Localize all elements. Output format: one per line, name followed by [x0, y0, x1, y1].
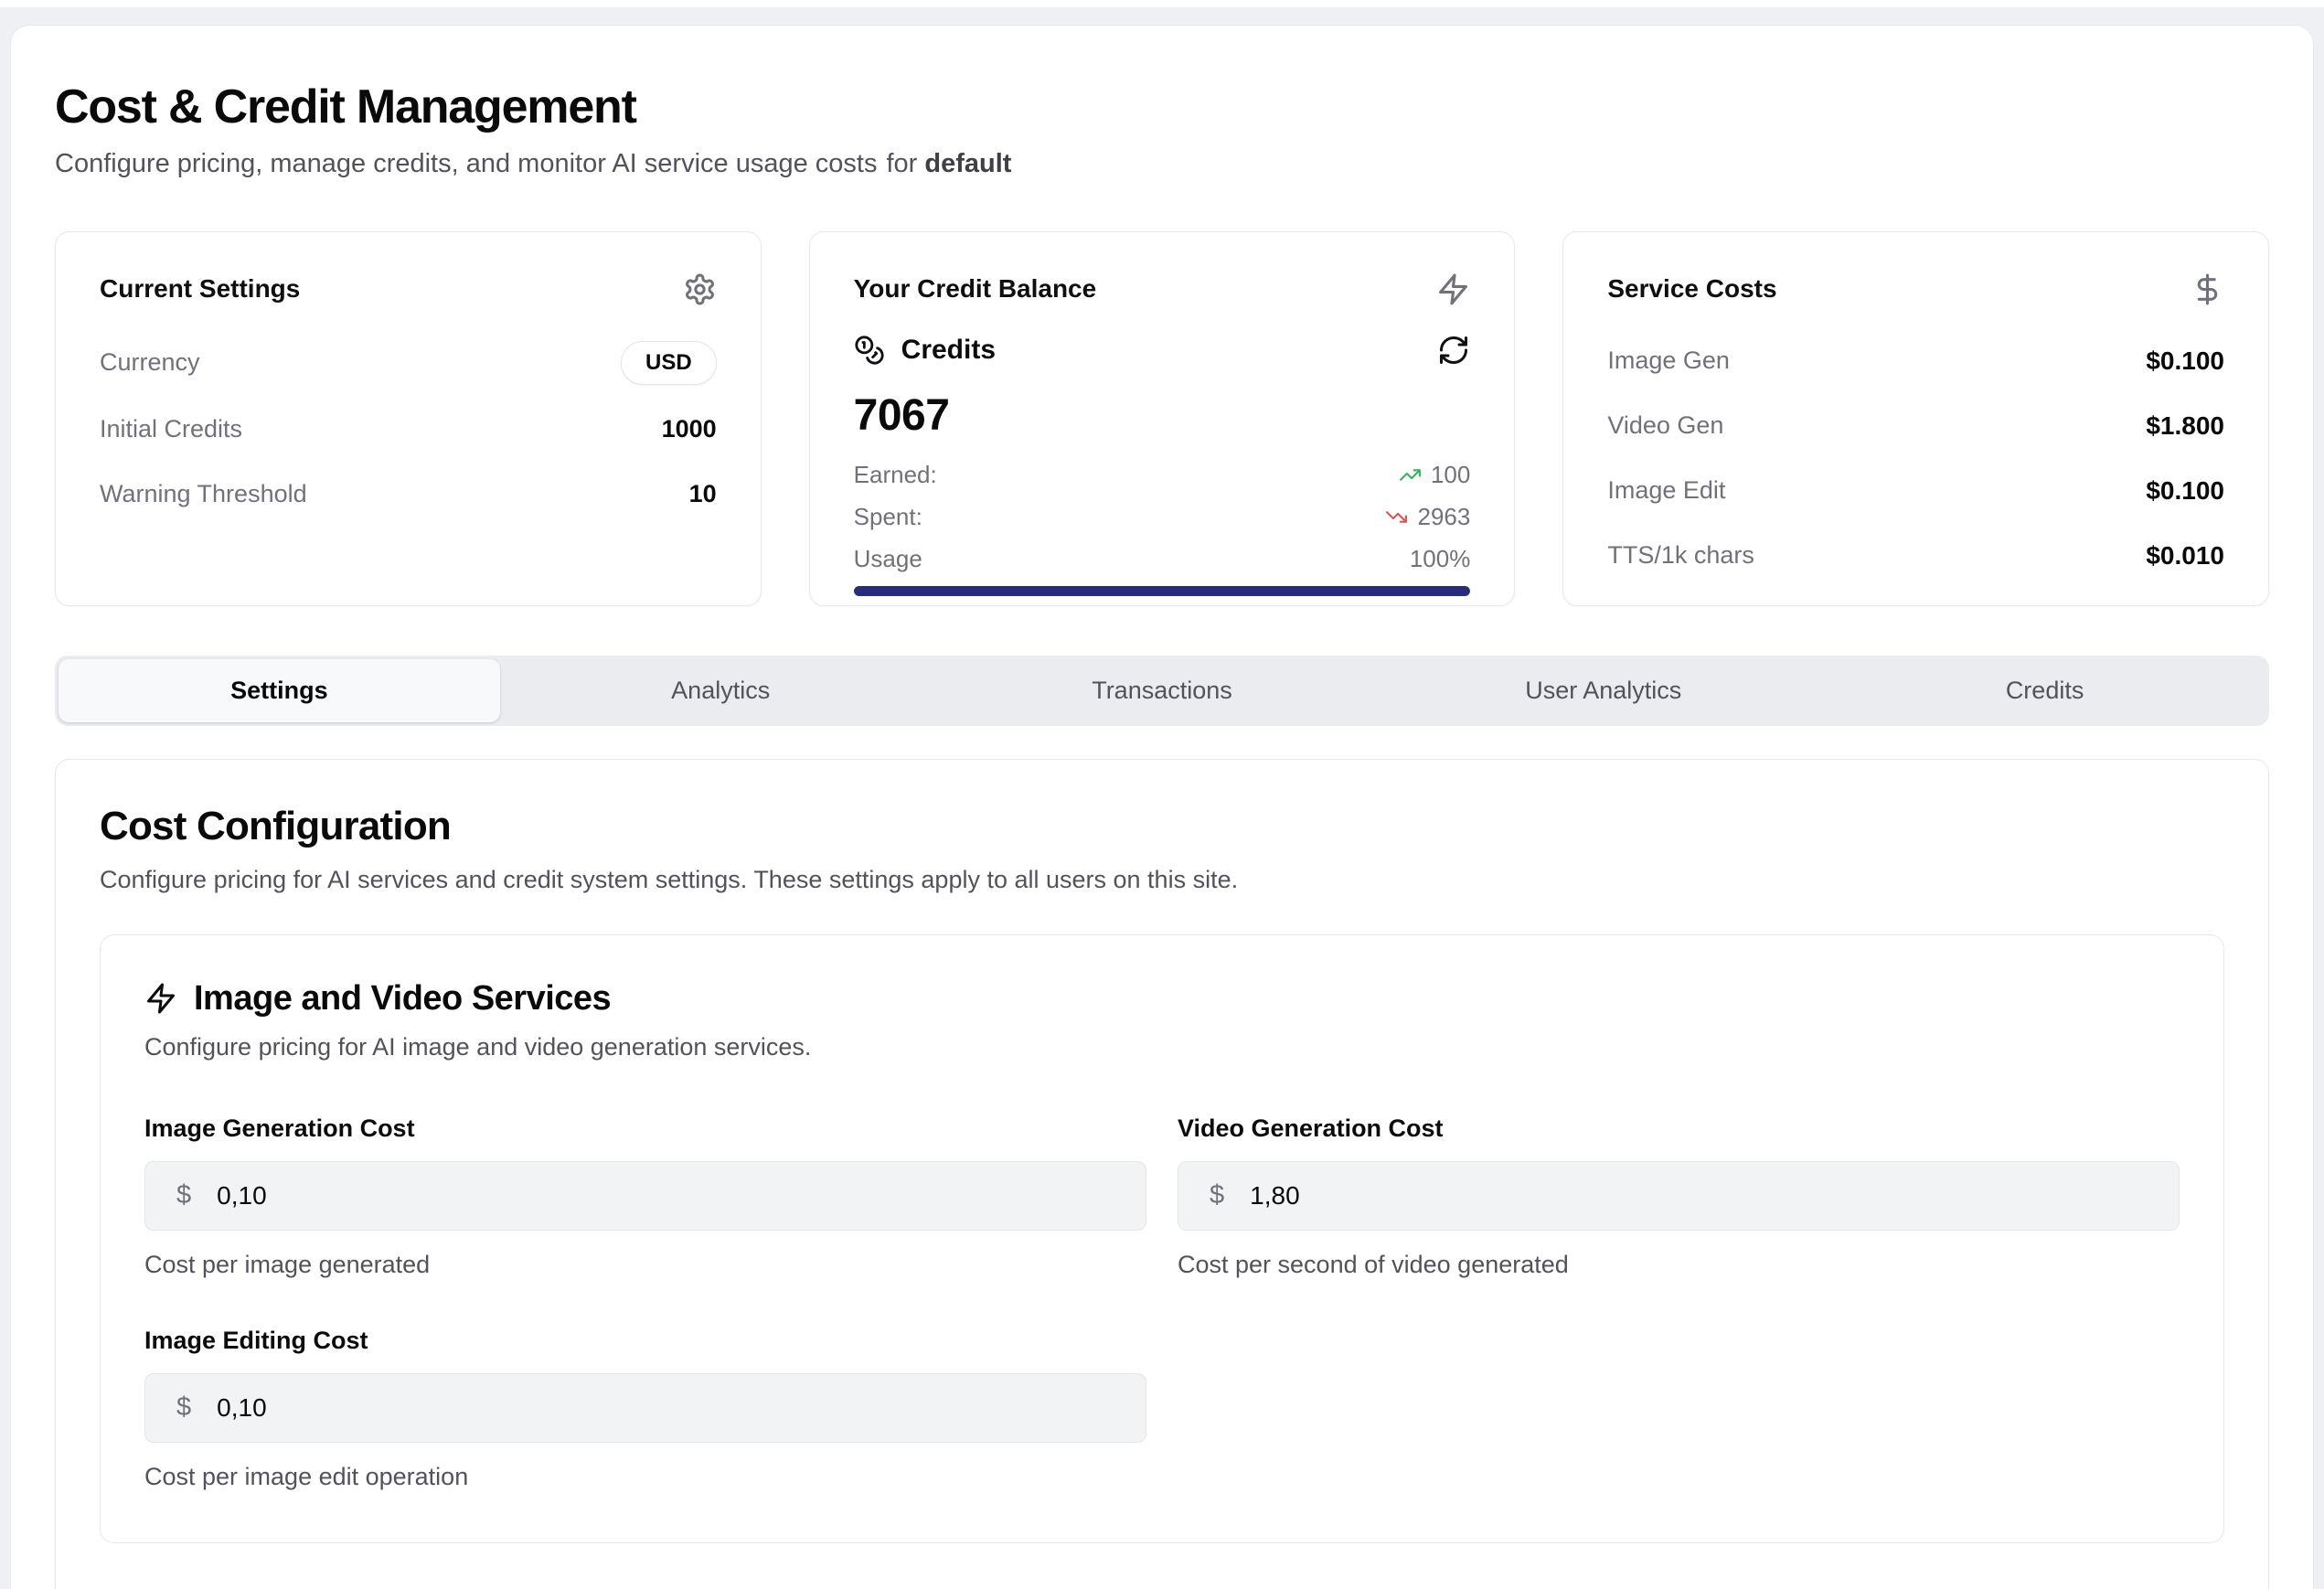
trending-up-icon: [1399, 464, 1422, 486]
image-gen-value: $0.100: [2146, 346, 2224, 375]
dollar-sign-icon: [2191, 272, 2224, 306]
spent-label: Spent:: [853, 502, 922, 530]
currency-label: Currency: [100, 348, 200, 377]
tts-value: $0.010: [2146, 540, 2224, 570]
earned-value: 100: [1430, 460, 1471, 488]
image-generation-cost-input-wrap: $: [144, 1160, 1146, 1231]
dollar-prefix-icon: $: [176, 1392, 192, 1423]
credits-unit-label: Credits: [901, 334, 997, 365]
image-edit-cost-row: Image Edit $0.100: [1607, 471, 2224, 511]
warning-threshold-value: 10: [688, 480, 717, 508]
usage-row: Usage 100%: [854, 545, 1471, 573]
image-edit-value: $0.100: [2146, 475, 2224, 505]
initial-credits-row: Initial Credits 1000: [100, 410, 717, 450]
usage-value: 100%: [1409, 544, 1471, 572]
spent-row: Spent: 2963: [854, 503, 1471, 531]
usage-progress-fill: [853, 585, 1471, 596]
video-generation-cost-label: Video Generation Cost: [1178, 1114, 1444, 1142]
image-editing-cost-input-wrap: $: [144, 1372, 1146, 1443]
tts-cost-row: TTS/1k chars $0.010: [1607, 536, 2224, 576]
tab-analytics[interactable]: Analytics: [671, 676, 771, 704]
current-settings-title: Current Settings: [100, 274, 301, 304]
service-costs-title: Service Costs: [1607, 274, 1777, 304]
zap-icon: [1436, 272, 1470, 306]
cost-configuration-description: Configure pricing for AI services and cr…: [100, 865, 1239, 893]
video-generation-cost-input-wrap: $: [1178, 1160, 2180, 1231]
video-generation-cost-helper: Cost per second of video generated: [1178, 1250, 1569, 1278]
initial-credits-value: 1000: [661, 415, 717, 443]
cost-configuration-card: Cost Configuration Configure pricing for…: [55, 758, 2269, 1589]
tab-credits[interactable]: Credits: [2005, 676, 2084, 704]
image-generation-cost-input[interactable]: [217, 1180, 1120, 1210]
image-video-services-card: Image and Video Services Configure prici…: [100, 933, 2224, 1543]
subtitle-for-word: for: [886, 148, 918, 178]
gear-icon: [683, 272, 717, 306]
site-name: default: [924, 148, 1012, 178]
usage-progress-track: [853, 585, 1471, 596]
tab-transactions[interactable]: Transactions: [1092, 676, 1232, 704]
image-editing-cost-helper: Cost per image edit operation: [144, 1462, 469, 1490]
video-generation-cost-field: Video Generation Cost $ Cost per second …: [1178, 1114, 2180, 1279]
coins-icon: [854, 335, 885, 366]
image-editing-cost-label: Image Editing Cost: [144, 1326, 368, 1354]
page-subtitle-text: Configure pricing, manage credits, and m…: [55, 148, 878, 178]
currency-badge: USD: [620, 340, 717, 385]
earned-row: Earned: 100: [854, 461, 1471, 489]
page-background: Cost & Credit Management Configure prici…: [0, 7, 2324, 1589]
page-subtitle: Configure pricing, manage credits, and m…: [55, 148, 2269, 180]
credit-balance-title: Your Credit Balance: [853, 274, 1097, 304]
image-video-services-description: Configure pricing for AI image and video…: [144, 1032, 812, 1061]
image-video-services-title: Image and Video Services: [194, 978, 612, 1018]
initial-credits-label: Initial Credits: [100, 415, 243, 443]
warning-threshold-row: Warning Threshold 10: [100, 475, 717, 515]
currency-row: Currency USD: [100, 340, 717, 385]
tab-settings[interactable]: Settings: [59, 658, 500, 722]
service-costs-card: Service Costs Image Gen $0.100 Video Gen…: [1562, 230, 2269, 606]
credit-balance-value: 7067: [853, 390, 950, 440]
image-gen-cost-row: Image Gen $0.100: [1607, 341, 2224, 381]
image-editing-cost-field: Image Editing Cost $ Cost per image edit…: [144, 1327, 1146, 1491]
tab-user-analytics[interactable]: User Analytics: [1525, 676, 1682, 704]
stats-row: Current Settings Currency USD Initial Cr…: [55, 230, 2269, 606]
tabs-bar: Settings Analytics Transactions User Ana…: [55, 655, 2269, 726]
image-edit-label: Image Edit: [1607, 476, 1726, 505]
earned-label: Earned:: [853, 460, 937, 488]
lightning-bolt-icon: [144, 982, 177, 1015]
credit-balance-card: Your Credit Balance Credits: [808, 230, 1516, 606]
warning-threshold-label: Warning Threshold: [100, 480, 307, 508]
dollar-prefix-icon: $: [1210, 1180, 1225, 1210]
tts-label: TTS/1k chars: [1607, 541, 1754, 570]
image-gen-label: Image Gen: [1607, 347, 1730, 375]
cost-configuration-title: Cost Configuration: [100, 803, 452, 848]
video-gen-cost-row: Video Gen $1.800: [1607, 406, 2224, 446]
refresh-icon[interactable]: [1437, 334, 1470, 367]
page-title: Cost & Credit Management: [55, 80, 637, 133]
image-generation-cost-field: Image Generation Cost $ Cost per image g…: [144, 1114, 1146, 1279]
video-gen-value: $1.800: [2146, 411, 2224, 440]
image-generation-cost-label: Image Generation Cost: [144, 1114, 415, 1142]
main-card: Cost & Credit Management Configure prici…: [11, 26, 2313, 1589]
image-editing-cost-input[interactable]: [217, 1392, 1120, 1423]
image-generation-cost-helper: Cost per image generated: [144, 1250, 431, 1278]
video-generation-cost-input[interactable]: [1250, 1180, 2153, 1210]
trending-down-icon: [1385, 506, 1408, 528]
spent-value: 2963: [1417, 502, 1471, 530]
video-gen-label: Video Gen: [1607, 411, 1724, 440]
current-settings-card: Current Settings Currency USD Initial Cr…: [55, 230, 762, 606]
usage-label: Usage: [853, 544, 922, 572]
dollar-prefix-icon: $: [176, 1180, 192, 1210]
cost-fields-grid: Image Generation Cost $ Cost per image g…: [144, 1114, 2180, 1491]
